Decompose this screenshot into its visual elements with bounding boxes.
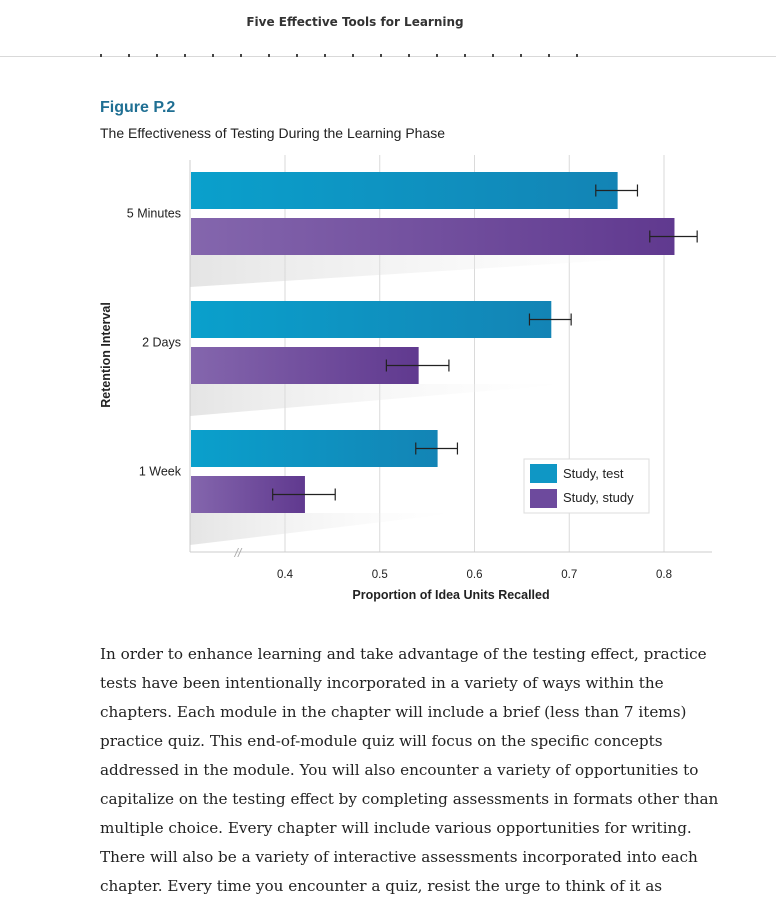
bar-shadow [190,255,694,287]
cut-off-text-line [100,54,620,60]
figure-label: Figure P.2 [100,99,176,116]
legend-swatch-study-test [530,464,557,483]
bar-study-test [191,301,552,338]
x-axis-label: Proportion of Idea Units Recalled [352,588,549,602]
x-tick-label: 0.6 [467,569,483,581]
bar-study-test [191,430,438,467]
bar-chart: // 0.4 0.5 0.6 0.7 0.8 5 Minutes 2 Days 1 Week… [99,155,712,602]
category-label: 5 Minutes [127,207,181,221]
x-tick-label: 0.4 [277,569,294,581]
axis-break-mark: // [234,546,243,560]
bars [191,172,675,513]
bar-shadow [190,513,457,545]
axes [189,160,712,553]
x-tick-labels: 0.4 0.5 0.6 0.7 0.8 [277,569,672,581]
legend-label-study-test: Study, test [563,466,624,481]
bar-study-study [191,347,419,384]
error-bars [272,184,698,501]
category-label: 1 Week [139,465,182,479]
book-title: Five Effective Tools for Learning [246,15,464,29]
x-tick-label: 0.7 [561,569,577,581]
x-tick-label: 0.8 [656,569,672,581]
category-labels: 5 Minutes 2 Days 1 Week [127,207,182,479]
legend-label-study-study: Study, study [563,490,634,505]
y-axis-label: Retention Interval [99,302,113,408]
x-tick-label: 0.5 [372,569,388,581]
legend-swatch-study-study [530,489,557,508]
bar-study-test [191,172,618,209]
figure-caption: The Effectiveness of Testing During the … [100,125,446,141]
page-header: Five Effective Tools for Learning [0,0,776,57]
legend: Study, test Study, study [523,458,650,514]
bar-study-study [191,218,675,255]
bar-shadow [190,384,571,416]
category-label: 2 Days [142,336,181,350]
body-paragraph: In order to enhance learning and take ad… [100,640,720,901]
paragraph-text: In order to enhance learning and take ad… [100,645,719,895]
bar-shadows [190,255,694,545]
